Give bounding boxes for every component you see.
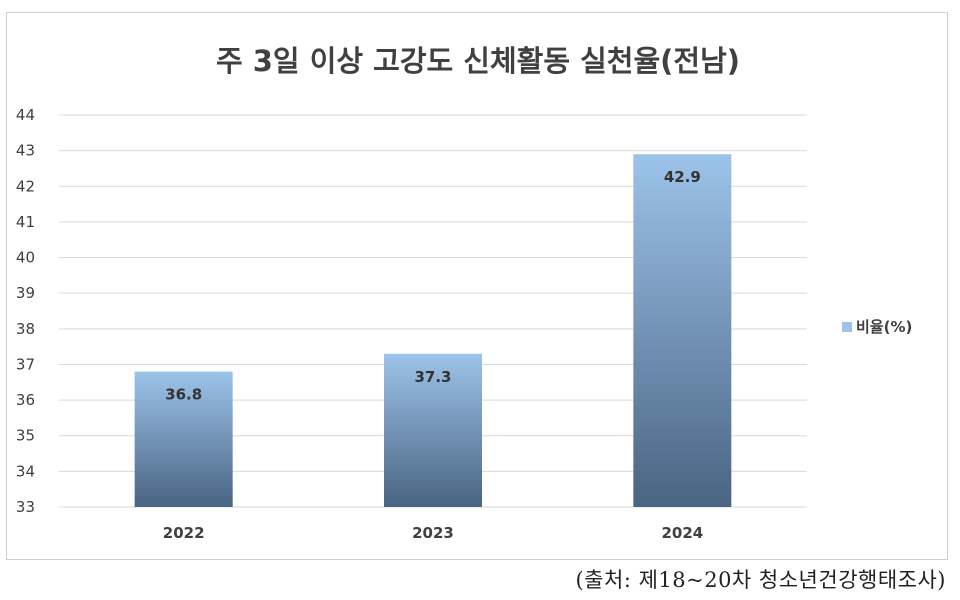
data-label-2023: 37.3 bbox=[414, 368, 451, 386]
y-tick-label: 39 bbox=[16, 284, 35, 302]
chart: 주 3일 이상 고강도 신체활동 실천율(전남) 33 34 35 36 37 38 39 4… bbox=[16, 44, 912, 542]
legend-swatch bbox=[842, 322, 852, 332]
x-axis-ticks: 2022 2023 2024 bbox=[163, 524, 703, 542]
data-label-2024: 42.9 bbox=[664, 168, 701, 186]
x-tick-label: 2023 bbox=[412, 524, 454, 542]
legend: 비율(%) bbox=[842, 318, 912, 336]
bar-2024 bbox=[633, 154, 732, 507]
y-tick-label: 36 bbox=[16, 391, 35, 409]
x-tick-label: 2022 bbox=[163, 524, 205, 542]
y-tick-label: 33 bbox=[16, 498, 35, 516]
x-tick-label: 2024 bbox=[661, 524, 703, 542]
legend-label: 비율(%) bbox=[856, 318, 912, 336]
y-tick-label: 38 bbox=[16, 320, 35, 338]
bars: 36.8 37.3 42.9 bbox=[134, 154, 732, 507]
y-tick-label: 40 bbox=[16, 249, 35, 267]
data-label-2022: 36.8 bbox=[165, 386, 202, 404]
y-tick-label: 37 bbox=[16, 355, 35, 373]
y-tick-label: 41 bbox=[16, 213, 35, 231]
y-tick-label: 44 bbox=[16, 106, 35, 124]
y-tick-label: 35 bbox=[16, 427, 35, 445]
chart-frame: 주 3일 이상 고강도 신체활동 실천율(전남) 33 34 35 36 37 38 39 4… bbox=[6, 12, 948, 560]
y-tick-label: 42 bbox=[16, 177, 35, 195]
bar-2023 bbox=[384, 353, 482, 507]
source-note: (출처: 제18~20차 청소년건강행태조사) bbox=[575, 568, 946, 592]
y-tick-label: 34 bbox=[16, 462, 35, 480]
y-tick-label: 43 bbox=[16, 142, 35, 160]
chart-title: 주 3일 이상 고강도 신체활동 실천율(전남) bbox=[216, 44, 740, 78]
bar-2022 bbox=[134, 371, 233, 507]
y-axis-ticks: 33 34 35 36 37 38 39 40 41 42 43 44 bbox=[16, 106, 35, 516]
